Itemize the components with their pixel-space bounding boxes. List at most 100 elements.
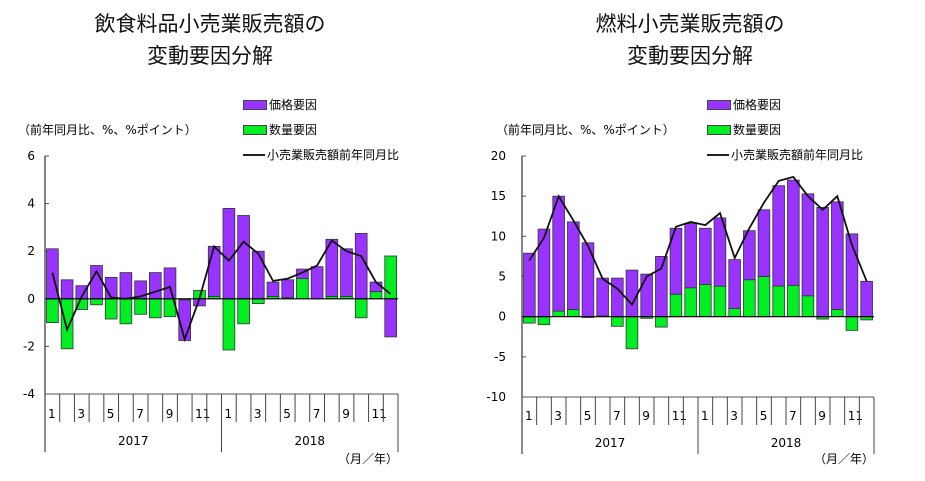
right-month-label: 9	[818, 409, 826, 423]
right-bar-price	[816, 206, 829, 318]
legend-swatch-quantity	[707, 124, 731, 135]
right-bar-quantity	[625, 316, 639, 350]
legend-label-quantity: 数量要因	[269, 123, 318, 137]
left-year-label: 2018	[295, 434, 326, 448]
right-month-label: 11	[672, 409, 687, 423]
right-bar-quantity	[567, 308, 580, 317]
right-month-label: 1	[701, 409, 709, 423]
right-bar-price	[596, 277, 609, 317]
right-bar-quantity	[684, 287, 697, 318]
right-y-unit-label: （前年同月比、%、%ポイント）	[496, 123, 675, 137]
legend-label-line: 小売業販売額前年同月比	[731, 148, 864, 162]
right-bar-price	[640, 273, 653, 318]
right-month-label: 5	[584, 409, 592, 423]
left-bar-price	[266, 281, 280, 297]
right-bar-quantity	[831, 308, 844, 317]
left-bar-price	[237, 215, 250, 300]
right-bar-price	[625, 269, 639, 318]
right-y-tick-label: 0	[498, 310, 506, 324]
right-legend-item-quantity: 数量要因	[707, 117, 863, 142]
left-line-series	[51, 239, 392, 343]
left-month-label: 7	[313, 407, 321, 421]
right-bar-price	[684, 223, 697, 289]
left-bar-price	[178, 299, 192, 341]
right-bar-price	[611, 277, 624, 318]
left-bar-price	[119, 272, 133, 300]
left-y-unit-label: （前年同月比、%、%ポイント）	[18, 123, 197, 137]
right-bar-quantity	[537, 316, 551, 326]
left-month-label: 5	[107, 407, 115, 421]
left-month-label: 9	[166, 407, 174, 421]
right-line-series	[528, 175, 868, 307]
right-bar-quantity	[757, 276, 771, 318]
left-bar-price	[163, 267, 177, 300]
left-bar-price	[384, 298, 397, 338]
right-bar-quantity	[728, 308, 741, 318]
left-legend-item-price: 価格要因	[243, 92, 399, 117]
left-bar-quantity	[369, 291, 383, 300]
right-title-line-2: 変動要因分解	[627, 44, 753, 68]
right-y-tick-label: 15	[491, 189, 506, 203]
legend-label-price: 価格要因	[733, 98, 782, 112]
left-x-unit-label: （月／年）	[338, 452, 398, 466]
right-bar-price	[860, 280, 873, 317]
left-bar-quantity	[296, 278, 309, 300]
right-bar-price	[699, 227, 712, 285]
left-bar-price	[340, 248, 353, 297]
left-month-label: 5	[283, 407, 291, 421]
right-month-label: 3	[554, 409, 562, 423]
right-month-label: 5	[760, 409, 768, 423]
left-month-label: 3	[77, 407, 85, 421]
right-bar-price	[772, 185, 785, 287]
left-month-label: 3	[254, 407, 262, 421]
right-bar-price	[567, 221, 580, 310]
right-bar-price	[728, 259, 741, 310]
right-y-tick-label: 10	[491, 229, 506, 243]
right-bar-quantity	[552, 310, 565, 317]
left-month-label: 1	[48, 407, 56, 421]
left-legend-item-quantity: 数量要因	[243, 117, 399, 142]
left-bar-price	[222, 207, 236, 300]
left-bar-price	[310, 266, 324, 300]
right-bar-quantity	[713, 285, 727, 318]
left-y-tick-label: 0	[27, 292, 35, 306]
right-bar-price	[801, 193, 815, 297]
left-bar-quantity	[104, 298, 118, 320]
right-year-label: 2018	[771, 436, 802, 450]
right-bar-quantity	[743, 279, 756, 318]
left-legend: 価格要因 数量要因 小売業販売額前年同月比	[243, 92, 399, 167]
left-y-tick-label: -2	[23, 339, 35, 353]
left-bar-price	[251, 250, 265, 300]
left-chart-title: 飲食料品小売業販売額の 変動要因分解	[40, 8, 380, 72]
right-year-label: 2017	[595, 436, 626, 450]
left-year-label: 2017	[118, 434, 149, 448]
left-bar-price	[281, 279, 294, 299]
right-bar-quantity	[655, 316, 668, 328]
left-bar-quantity	[237, 298, 250, 325]
legend-swatch-line	[243, 153, 265, 156]
right-month-label: 7	[613, 409, 621, 423]
legend-label-price: 価格要因	[269, 98, 318, 112]
left-month-label: 11	[195, 407, 210, 421]
left-bar-quantity	[222, 298, 236, 351]
right-bar-price	[523, 252, 536, 318]
right-bar-quantity	[699, 284, 712, 317]
right-bar-price	[655, 255, 668, 317]
right-month-label: 11	[848, 409, 863, 423]
right-legend-item-price: 価格要因	[707, 92, 863, 117]
right-bar-price	[713, 217, 727, 287]
left-bar-price	[325, 238, 339, 297]
legend-swatch-price	[707, 99, 731, 110]
right-month-label: 3	[730, 409, 738, 423]
right-bar-quantity	[801, 295, 815, 318]
legend-label-line: 小売業販売額前年同月比	[267, 148, 400, 162]
left-y-tick-label: -4	[23, 387, 35, 401]
right-month-label: 7	[789, 409, 797, 423]
left-month-label: 1	[225, 407, 233, 421]
left-bar-quantity	[46, 298, 59, 323]
left-bar-quantity	[119, 298, 133, 325]
legend-label-quantity: 数量要因	[733, 123, 782, 137]
left-bar-price	[60, 279, 74, 300]
